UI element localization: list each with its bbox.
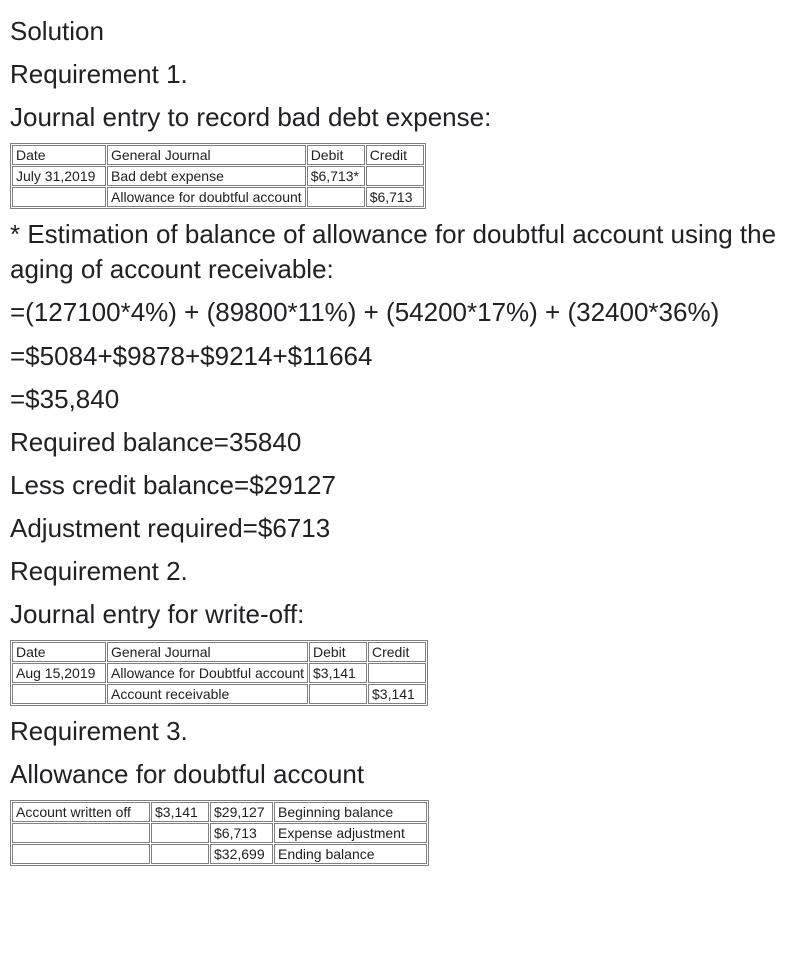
table-row: Date General Journal Debit Credit (12, 145, 424, 165)
cell-left-desc: Account written off (12, 802, 150, 822)
table-row: Aug 15,2019 Allowance for Doubtful accou… (12, 663, 426, 683)
cell-left-desc (12, 844, 150, 864)
cell-date (12, 684, 106, 704)
required-balance: Required balance=35840 (10, 425, 790, 460)
journal-table-writeoff: Date General Journal Debit Credit Aug 15… (10, 640, 428, 706)
table-row: Date General Journal Debit Credit (12, 642, 426, 662)
col-header-date: Date (12, 145, 106, 165)
cell-credit (366, 166, 424, 186)
col-header-credit: Credit (368, 642, 426, 662)
cell-date: Aug 15,2019 (12, 663, 106, 683)
equation-line-3: =$35,840 (10, 382, 790, 417)
requirement-2-heading: Requirement 2. (10, 554, 790, 589)
cell-credit: $6,713 (366, 187, 424, 207)
cell-left-amount: $3,141 (151, 802, 209, 822)
journal-table-baddebt: Date General Journal Debit Credit July 3… (10, 143, 426, 209)
cell-desc: Account receivable (107, 684, 308, 704)
equation-line-1: =(127100*4%) + (89800*11%) + (54200*17%)… (10, 295, 790, 330)
t-account-table: Account written off $3,141 $29,127 Begin… (10, 800, 429, 866)
cell-desc: Allowance for Doubtful account (107, 663, 308, 683)
cell-right-desc: Ending balance (274, 844, 427, 864)
cell-debit: $3,141 (309, 663, 367, 683)
adjustment-required: Adjustment required=$6713 (10, 511, 790, 546)
solution-heading: Solution (10, 14, 790, 49)
journal-entry-baddebt-heading: Journal entry to record bad debt expense… (10, 100, 790, 135)
less-credit-balance: Less credit balance=$29127 (10, 468, 790, 503)
col-header-desc: General Journal (107, 642, 308, 662)
col-header-credit: Credit (366, 145, 424, 165)
requirement-3-heading: Requirement 3. (10, 714, 790, 749)
cell-right-amount: $29,127 (210, 802, 273, 822)
cell-left-amount (151, 844, 209, 864)
allowance-heading: Allowance for doubtful account (10, 757, 790, 792)
col-header-desc: General Journal (107, 145, 306, 165)
cell-date: July 31,2019 (12, 166, 106, 186)
requirement-1-heading: Requirement 1. (10, 57, 790, 92)
cell-desc: Allowance for doubtful account (107, 187, 306, 207)
estimation-intro: * Estimation of balance of allowance for… (10, 217, 790, 287)
cell-desc: Bad debt expense (107, 166, 306, 186)
cell-debit (307, 187, 365, 207)
table-row: Allowance for doubtful account $6,713 (12, 187, 424, 207)
cell-right-desc: Expense adjustment (274, 823, 427, 843)
journal-entry-writeoff-heading: Journal entry for write-off: (10, 597, 790, 632)
cell-left-amount (151, 823, 209, 843)
equation-line-2: =$5084+$9878+$9214+$11664 (10, 339, 790, 374)
cell-left-desc (12, 823, 150, 843)
cell-date (12, 187, 106, 207)
cell-right-amount: $32,699 (210, 844, 273, 864)
table-row: Account receivable $3,141 (12, 684, 426, 704)
cell-debit: $6,713* (307, 166, 365, 186)
table-row: $32,699 Ending balance (12, 844, 427, 864)
table-row: Account written off $3,141 $29,127 Begin… (12, 802, 427, 822)
cell-credit: $3,141 (368, 684, 426, 704)
cell-right-desc: Beginning balance (274, 802, 427, 822)
cell-right-amount: $6,713 (210, 823, 273, 843)
table-row: $6,713 Expense adjustment (12, 823, 427, 843)
col-header-debit: Debit (309, 642, 367, 662)
col-header-date: Date (12, 642, 106, 662)
table-row: July 31,2019 Bad debt expense $6,713* (12, 166, 424, 186)
cell-credit (368, 663, 426, 683)
cell-debit (309, 684, 367, 704)
col-header-debit: Debit (307, 145, 365, 165)
